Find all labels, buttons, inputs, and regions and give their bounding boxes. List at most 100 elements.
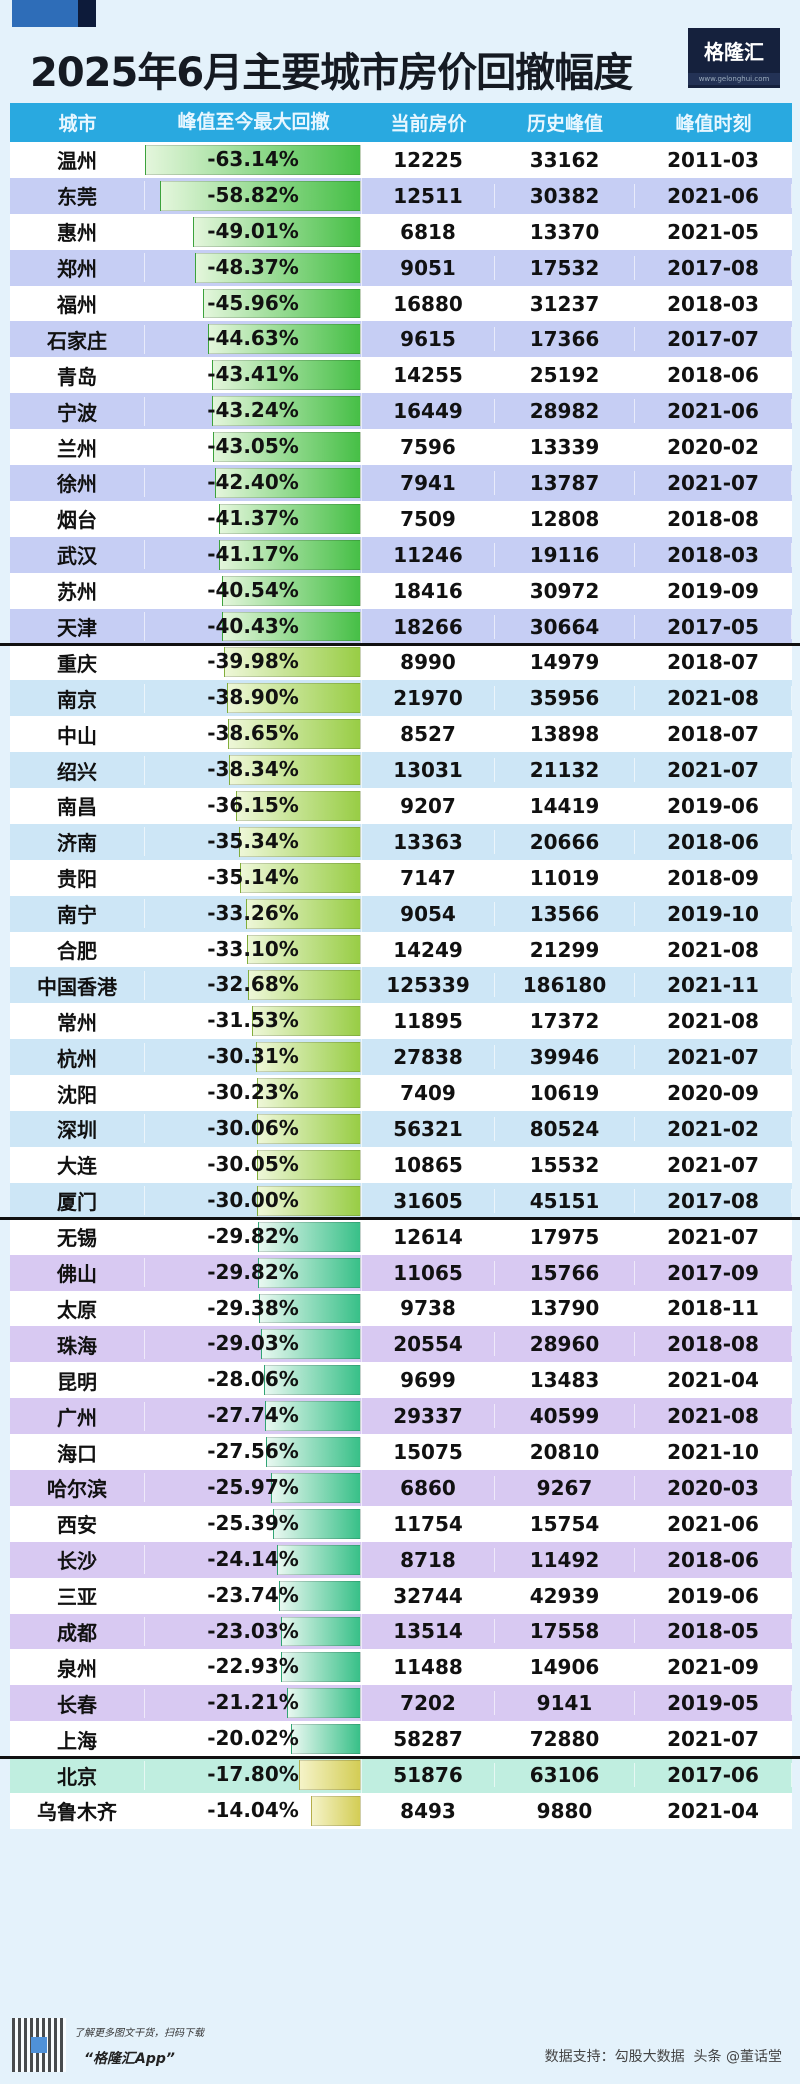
cell-peak-date: 2017-07 xyxy=(635,327,792,352)
cell-drawdown: -35.14% xyxy=(145,859,362,896)
drawdown-value: -43.41% xyxy=(207,362,299,387)
cell-city: 南京 xyxy=(10,683,145,713)
cell-city: 惠州 xyxy=(10,217,145,247)
cell-peak-price: 17558 xyxy=(495,1619,635,1644)
drawdown-value: -31.53% xyxy=(207,1008,299,1033)
cell-city: 石家庄 xyxy=(10,324,145,354)
drawdown-value: -22.93% xyxy=(207,1654,299,1679)
drawdown-bar xyxy=(218,503,361,534)
table-row: 重庆 -39.98% 8990 14979 2018-07 xyxy=(0,642,800,681)
corner-decoration xyxy=(12,0,96,27)
cell-peak-price: 15766 xyxy=(495,1260,635,1285)
cell-current-price: 58287 xyxy=(362,1727,495,1752)
drawdown-bar xyxy=(248,970,361,1001)
cell-peak-date: 2021-04 xyxy=(635,1368,792,1393)
cell-peak-date: 2021-08 xyxy=(635,686,792,711)
cell-peak-price: 9141 xyxy=(495,1691,635,1716)
drawdown-bar xyxy=(277,1544,361,1575)
drawdown-bar xyxy=(227,683,361,714)
cell-peak-price: 13790 xyxy=(495,1296,635,1321)
drawdown-value: -27.74% xyxy=(207,1403,299,1428)
cell-peak-price: 10619 xyxy=(495,1081,635,1106)
qr-code-icon[interactable] xyxy=(12,2018,66,2072)
drawdown-value: -44.63% xyxy=(207,326,299,351)
table-row: 沈阳 -30.23% 7409 10619 2020-09 xyxy=(10,1075,792,1112)
cell-city: 佛山 xyxy=(10,1258,145,1288)
table-row: 天津 -40.43% 18266 30664 2017-05 xyxy=(10,608,792,645)
table-row: 杭州 -30.31% 27838 39946 2021-07 xyxy=(10,1039,792,1076)
drawdown-value: -17.80% xyxy=(207,1762,299,1787)
table-row: 徐州 -42.40% 7941 13787 2021-07 xyxy=(10,465,792,501)
drawdown-value: -35.14% xyxy=(207,864,299,889)
cell-drawdown: -30.06% xyxy=(145,1111,362,1147)
cell-peak-date: 2021-06 xyxy=(635,1511,792,1536)
cell-current-price: 9051 xyxy=(362,255,495,280)
cell-peak-date: 2018-03 xyxy=(635,291,792,316)
cell-peak-price: 15754 xyxy=(495,1511,635,1536)
table-row: 太原 -29.38% 9738 13790 2018-11 xyxy=(10,1290,792,1327)
cell-peak-price: 25192 xyxy=(495,363,635,388)
footer-tagline: 了解更多图文干货，扫码下载 xyxy=(74,2028,204,2039)
cell-city: 杭州 xyxy=(10,1042,145,1072)
cell-current-price: 9738 xyxy=(362,1296,495,1321)
drawdown-value: -20.02% xyxy=(207,1726,299,1751)
cell-drawdown: -39.98% xyxy=(145,644,362,681)
table-row: 合肥 -33.10% 14249 21299 2021-08 xyxy=(10,931,792,968)
cell-current-price: 125339 xyxy=(362,973,495,998)
cell-peak-date: 2021-07 xyxy=(635,470,792,495)
cell-city: 太原 xyxy=(10,1293,145,1323)
cell-current-price: 7147 xyxy=(362,865,495,890)
cell-drawdown: -29.82% xyxy=(145,1254,362,1291)
cell-city: 贵阳 xyxy=(10,863,145,893)
cell-city: 深圳 xyxy=(10,1114,145,1144)
cell-current-price: 9207 xyxy=(362,793,495,818)
drawdown-value: -30.31% xyxy=(207,1044,299,1069)
cell-peak-date: 2018-06 xyxy=(635,363,792,388)
cell-drawdown: -29.38% xyxy=(145,1290,362,1327)
cell-city: 福州 xyxy=(10,289,145,318)
drawdown-value: -29.82% xyxy=(207,1223,299,1248)
drawdown-bar xyxy=(257,1114,361,1144)
cell-city: 烟台 xyxy=(10,504,145,534)
cell-peak-date: 2021-06 xyxy=(635,399,792,424)
drawdown-bar xyxy=(145,145,361,175)
cell-peak-date: 2018-08 xyxy=(635,1332,792,1357)
cell-peak-price: 186180 xyxy=(495,973,635,998)
drawdown-value: -40.54% xyxy=(207,577,299,602)
cell-peak-date: 2019-06 xyxy=(635,793,792,818)
cell-current-price: 11246 xyxy=(362,542,495,567)
drawdown-bar xyxy=(246,934,361,965)
table-row: 郑州 -48.37% 9051 17532 2017-08 xyxy=(10,249,792,286)
cell-drawdown: -43.05% xyxy=(145,429,362,466)
cell-current-price: 31605 xyxy=(362,1188,495,1213)
drawdown-value: -32.68% xyxy=(207,972,299,997)
cell-city: 郑州 xyxy=(10,253,145,283)
table-row: 昆明 -28.06% 9699 13483 2021-04 xyxy=(10,1362,792,1399)
cell-current-price: 11754 xyxy=(362,1511,495,1536)
data-source: 数据支持：勾股大数据 xyxy=(544,2049,685,2065)
table-row: 上海 -20.02% 58287 72880 2021-07 xyxy=(10,1721,792,1758)
cell-peak-date: 2018-06 xyxy=(635,1547,792,1572)
cell-peak-price: 21299 xyxy=(495,937,635,962)
table-row: 大连 -30.05% 10865 15532 2021-07 xyxy=(10,1146,792,1183)
cell-peak-price: 30664 xyxy=(495,614,635,639)
drawdown-value: -41.37% xyxy=(207,505,299,530)
cell-peak-price: 14419 xyxy=(495,793,635,818)
cell-city: 常州 xyxy=(10,1006,145,1036)
cell-city: 重庆 xyxy=(10,647,145,677)
cell-peak-date: 2021-07 xyxy=(635,1224,792,1249)
drawdown-bar xyxy=(159,180,361,211)
cell-city: 徐州 xyxy=(10,468,145,498)
cell-peak-price: 40599 xyxy=(495,1404,635,1429)
drawdown-bar xyxy=(257,1149,361,1180)
drawdown-bar xyxy=(281,1652,361,1683)
cell-current-price: 15075 xyxy=(362,1440,495,1464)
drawdown-value: -36.15% xyxy=(207,793,299,818)
cell-city: 苏州 xyxy=(10,576,145,606)
cell-drawdown: -30.00% xyxy=(145,1182,362,1219)
cell-peak-date: 2021-08 xyxy=(635,1009,792,1034)
cell-current-price: 13031 xyxy=(362,758,495,783)
cell-peak-price: 17366 xyxy=(495,327,635,352)
cell-peak-date: 2020-09 xyxy=(635,1081,792,1106)
drawdown-bar xyxy=(263,1365,361,1396)
